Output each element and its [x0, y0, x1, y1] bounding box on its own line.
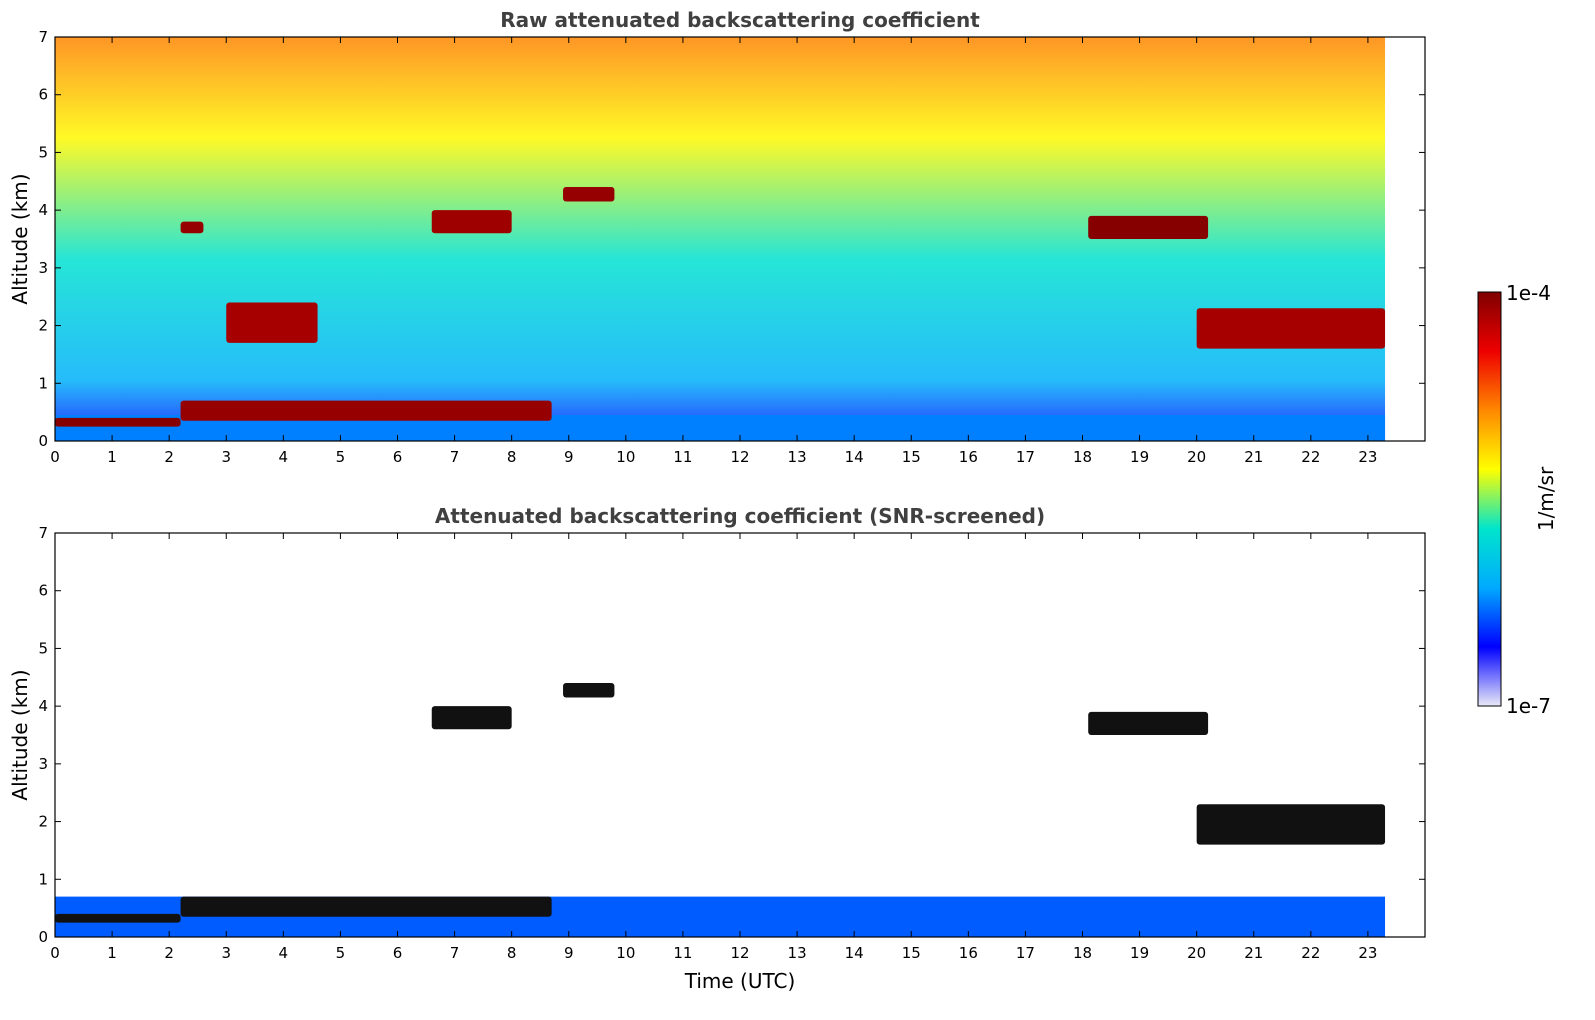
heatmap-layer	[431, 210, 512, 234]
x-tick-label: 14	[845, 944, 864, 962]
x-tick-label: 1	[107, 944, 117, 962]
x-tick-label: 16	[959, 944, 978, 962]
heatmap-layer	[563, 683, 615, 698]
x-tick-label: 6	[393, 448, 403, 466]
x-tick-label: 0	[50, 944, 60, 962]
y-tick-label: 4	[38, 697, 48, 715]
x-tick-label: 4	[279, 448, 289, 466]
x-tick-label: 20	[1187, 448, 1206, 466]
x-tick-label: 0	[50, 448, 60, 466]
x-tick-label: 10	[616, 448, 635, 466]
x-tick-label: 5	[336, 448, 346, 466]
y-tick-label: 1	[38, 374, 48, 392]
panel-screened-ylabel: Altitude (km)	[8, 669, 32, 800]
x-tick-label: 8	[507, 944, 517, 962]
x-tick-label: 9	[564, 944, 574, 962]
y-tick-label: 5	[38, 143, 48, 161]
colorbar-unit-label: 1/m/sr	[1534, 466, 1558, 531]
y-tick-label: 7	[38, 28, 48, 46]
x-tick-label: 7	[450, 944, 460, 962]
heatmap-layer	[563, 187, 615, 202]
x-tick-label: 5	[336, 944, 346, 962]
x-tick-label: 12	[730, 448, 749, 466]
y-tick-label: 2	[38, 813, 48, 831]
panel-raw-ticks: 0 1 2 3 4 5 6 7 8 9 10 11 12 13 14 15 16 17 18 19 20 21 22 2301…	[38, 28, 1425, 466]
panel-raw-title: Raw attenuated backscattering coefficien…	[500, 8, 980, 32]
x-tick-label: 2	[164, 448, 174, 466]
heatmap-layer	[1088, 711, 1209, 735]
y-tick-label: 0	[38, 432, 48, 450]
x-tick-label: 17	[1016, 448, 1035, 466]
panel-raw: Raw attenuated backscattering coefficien…	[8, 8, 1426, 466]
y-tick-label: 0	[38, 928, 48, 946]
x-tick-label: 4	[279, 944, 289, 962]
x-tick-label: 12	[730, 944, 749, 962]
heatmap-layer	[55, 913, 181, 923]
heatmap-layer	[1088, 215, 1209, 239]
x-tick-label: 3	[221, 944, 231, 962]
x-tick-label: 15	[902, 448, 921, 466]
heatmap-layer	[180, 400, 552, 421]
y-tick-label: 3	[38, 755, 48, 773]
x-tick-label: 1	[107, 448, 117, 466]
x-tick-label: 14	[845, 448, 864, 466]
x-tick-label: 21	[1244, 448, 1263, 466]
x-tick-label: 10	[616, 944, 635, 962]
heatmap-layer	[431, 706, 512, 730]
x-tick-label: 18	[1073, 944, 1092, 962]
x-tick-label: 3	[221, 448, 231, 466]
x-tick-label: 23	[1358, 944, 1377, 962]
x-tick-label: 11	[673, 448, 692, 466]
x-tick-label: 11	[673, 944, 692, 962]
panel-screened-title: Attenuated backscattering coefficient (S…	[435, 504, 1045, 528]
x-tick-label: 2	[164, 944, 174, 962]
x-tick-label: 7	[450, 448, 460, 466]
colorbar-gradient	[1477, 291, 1502, 707]
y-tick-label: 6	[38, 582, 48, 600]
x-tick-label: 23	[1358, 448, 1377, 466]
x-tick-label: 16	[959, 448, 978, 466]
colorbar: 1e-4 1e-7 1/m/sr	[1477, 281, 1558, 718]
heatmap-layer	[55, 417, 181, 427]
x-tick-label: 17	[1016, 944, 1035, 962]
x-tick-label: 19	[1130, 944, 1149, 962]
heatmap-layer	[180, 896, 552, 917]
y-tick-label: 2	[38, 317, 48, 335]
x-tick-label: 20	[1187, 944, 1206, 962]
heatmap-layer	[180, 221, 204, 234]
panel-screened: Attenuated backscattering coefficient (S…	[8, 504, 1426, 993]
heatmap-layer	[226, 302, 318, 343]
x-tick-label: 21	[1244, 944, 1263, 962]
x-tick-label: 9	[564, 448, 574, 466]
x-tick-label: 6	[393, 944, 403, 962]
panel-raw-ylabel: Altitude (km)	[8, 173, 32, 304]
x-tick-label: 18	[1073, 448, 1092, 466]
y-tick-label: 4	[38, 201, 48, 219]
colorbar-max-label: 1e-4	[1506, 281, 1551, 305]
x-tick-label: 13	[788, 448, 807, 466]
x-tick-label: 22	[1301, 944, 1320, 962]
y-tick-label: 3	[38, 259, 48, 277]
y-tick-label: 1	[38, 870, 48, 888]
y-tick-label: 7	[38, 524, 48, 542]
x-tick-label: 15	[902, 944, 921, 962]
panel-screened-frame	[54, 532, 1426, 938]
x-tick-label: 22	[1301, 448, 1320, 466]
panel-raw-heatmap	[55, 37, 1386, 441]
heatmap-layer	[1196, 308, 1386, 349]
colorbar-min-label: 1e-7	[1506, 694, 1551, 718]
panel-screened-xlabel: Time (UTC)	[684, 969, 796, 993]
y-tick-label: 5	[38, 639, 48, 657]
panel-screened-ticks: 0 1 2 3 4 5 6 7 8 9 10 11 12 13 14 15 16 17 18 19 20 21 22 2301…	[38, 524, 1425, 962]
x-tick-label: 8	[507, 448, 517, 466]
x-tick-label: 13	[788, 944, 807, 962]
heatmap-layer	[1196, 804, 1386, 845]
x-tick-label: 19	[1130, 448, 1149, 466]
panel-screened-heatmap	[55, 683, 1386, 937]
y-tick-label: 6	[38, 86, 48, 104]
